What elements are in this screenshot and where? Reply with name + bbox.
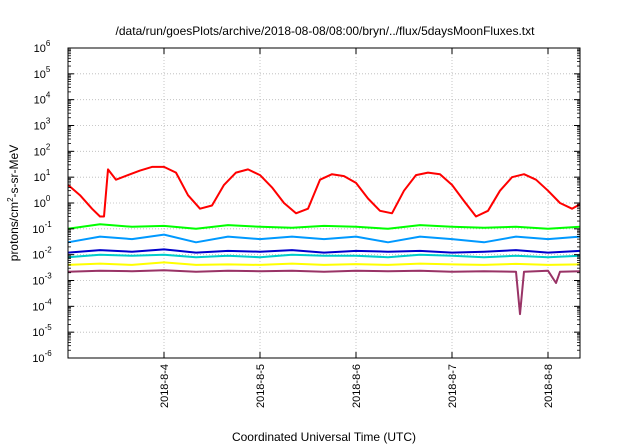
series-line-4 bbox=[67, 248, 581, 254]
series-line-3 bbox=[67, 233, 581, 244]
x-axis-label: Coordinated Universal Time (UTC) bbox=[232, 430, 416, 444]
series-line-5 bbox=[67, 253, 581, 259]
y-axis-label-base: protons/cm bbox=[7, 202, 21, 261]
x-tick-label: 2018-8-8 bbox=[543, 364, 555, 408]
y-tick-label: 100 bbox=[34, 194, 51, 210]
y-axis-ticks: 106 105 104 103 102 101 100 10-1 10-2 10-3 10-4 10-… bbox=[32, 39, 580, 365]
y-tick-label: 104 bbox=[34, 91, 51, 107]
y-tick-label: 103 bbox=[34, 117, 51, 133]
x-tick-label: 2018-8-4 bbox=[159, 364, 171, 408]
y-tick-label: 10-5 bbox=[32, 323, 52, 339]
y-tick-label: 102 bbox=[34, 142, 51, 158]
series-line-7 bbox=[67, 269, 581, 316]
y-tick-label: 10-6 bbox=[32, 349, 52, 365]
x-tick-label: 2018-8-6 bbox=[351, 364, 363, 408]
x-tick-label: 2018-8-7 bbox=[447, 364, 459, 408]
x-tick-label: 2018-8-5 bbox=[255, 364, 267, 408]
y-tick-label: 101 bbox=[34, 168, 51, 184]
x-axis-ticks: 2018-8-4 2018-8-5 2018-8-6 2018-8-7 2018-8-8 bbox=[159, 48, 555, 408]
y-tick-label: 106 bbox=[34, 39, 51, 55]
y-tick-label: 10-3 bbox=[32, 272, 52, 288]
y-axis-label: protons/cm2-s-sr-MeV bbox=[6, 145, 21, 261]
series-line-6 bbox=[67, 261, 581, 266]
series-line-1 bbox=[67, 165, 581, 218]
y-axis-label-sup: 2 bbox=[6, 197, 15, 202]
grid bbox=[68, 48, 580, 358]
y-axis-label-rest: -s-sr-MeV bbox=[7, 145, 21, 198]
y-tick-label: 105 bbox=[34, 65, 51, 81]
series-group bbox=[67, 165, 581, 316]
series-line-2 bbox=[67, 223, 581, 230]
y-tick-label: 10-4 bbox=[32, 297, 52, 313]
y-tick-label: 10-1 bbox=[32, 220, 52, 236]
chart-title: /data/run/goesPlots/archive/2018-08-08/0… bbox=[116, 24, 536, 38]
y-tick-label: 10-2 bbox=[32, 246, 52, 262]
